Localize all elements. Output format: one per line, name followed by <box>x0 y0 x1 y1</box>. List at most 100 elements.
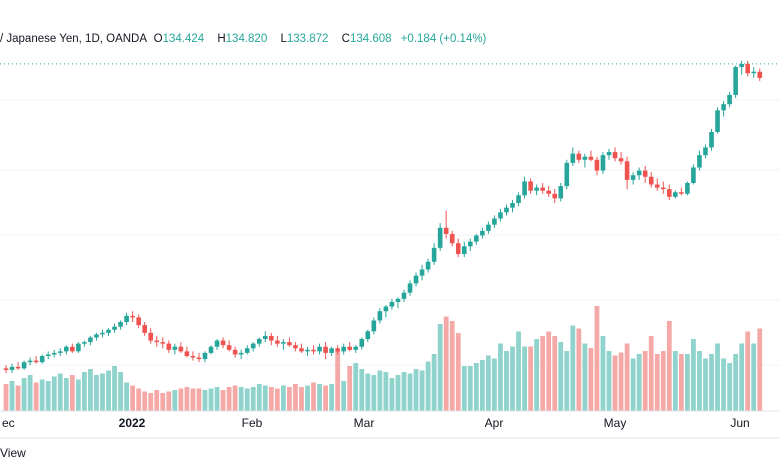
candle-body <box>371 320 377 332</box>
volume-bar <box>522 346 527 411</box>
candle-body <box>461 246 467 255</box>
volume-bar <box>389 378 395 411</box>
candle-body <box>148 332 154 341</box>
open-label: O <box>153 33 163 45</box>
volume-bar <box>220 390 226 411</box>
candle-body <box>594 159 600 171</box>
volume-bar <box>268 387 274 411</box>
volume-bar <box>467 366 473 411</box>
high-label: H <box>217 33 226 45</box>
candles <box>3 60 763 373</box>
volume-bar <box>395 375 401 411</box>
candle-body <box>293 345 298 349</box>
candle-body <box>124 315 129 323</box>
volume-bar <box>648 336 654 411</box>
candle-body <box>311 349 316 352</box>
candle-body <box>262 335 268 340</box>
volume-bar <box>377 370 383 411</box>
volume-bar <box>461 366 467 411</box>
candle-body <box>190 356 196 358</box>
candle-body <box>64 346 69 352</box>
volume-bar <box>672 351 678 411</box>
candle-body <box>335 348 340 352</box>
x-tick-label: Feb <box>242 416 263 430</box>
volume-bar <box>678 354 684 411</box>
volume-bar <box>33 382 39 411</box>
candle-body <box>256 339 262 344</box>
volume-bar <box>654 354 660 411</box>
candle-body <box>250 343 256 349</box>
candle-body <box>582 156 588 160</box>
candle-body <box>522 181 527 196</box>
candle-body <box>383 306 389 312</box>
candle-body <box>184 351 190 356</box>
candle-body <box>443 227 449 234</box>
volume-bar <box>3 384 9 411</box>
candle-body <box>33 360 39 363</box>
candle-body <box>401 292 407 299</box>
volume-bar <box>449 321 455 411</box>
volume-bar <box>341 381 347 411</box>
candle-body <box>317 346 322 352</box>
candle-body <box>136 317 141 326</box>
volume-bar <box>39 379 45 411</box>
volume-bar <box>684 354 690 411</box>
volume-bar <box>293 384 298 411</box>
candle-body <box>51 352 57 355</box>
candle-body <box>606 152 612 156</box>
volume-bar <box>401 372 407 411</box>
candle-body <box>21 362 27 369</box>
candle-body <box>238 352 244 355</box>
candle-body <box>739 64 744 68</box>
volume-bar <box>124 382 129 411</box>
candle-body <box>305 349 310 352</box>
x-tick-label: May <box>604 416 627 430</box>
candle-body <box>697 155 702 168</box>
candle-body <box>504 207 509 213</box>
volume-bar <box>81 372 87 411</box>
volume-bar <box>238 387 244 411</box>
volume-bar <box>274 388 280 411</box>
candle-body <box>323 346 328 353</box>
candle-body <box>600 155 606 171</box>
candle-body <box>70 346 75 352</box>
volume-bar <box>75 379 81 411</box>
candle-body <box>39 356 45 363</box>
footer-text[interactable]: View <box>0 446 26 460</box>
volume-bar <box>407 373 413 411</box>
volume-bar <box>21 378 27 411</box>
candle-body <box>82 342 87 344</box>
candle-body <box>691 167 696 183</box>
volume-bar <box>564 351 570 411</box>
candle-body <box>480 230 485 236</box>
candle-body <box>516 195 521 204</box>
low-value: 133.872 <box>286 33 329 45</box>
volume-bar <box>504 351 509 411</box>
candle-body <box>498 212 503 219</box>
x-tick-label: Apr <box>485 416 504 430</box>
candle-body <box>528 181 533 191</box>
symbol-title: / Japanese Yen, 1D, OANDA <box>0 33 147 45</box>
volume-bar <box>323 385 328 411</box>
volume-bar <box>94 375 99 411</box>
volume-bar <box>329 384 335 411</box>
volume-bar <box>745 331 751 411</box>
grid <box>0 99 780 366</box>
volume-bar <box>232 385 238 411</box>
volume-bar <box>256 384 262 411</box>
volume-bar <box>739 343 745 411</box>
candle-body <box>425 261 431 270</box>
candle-body <box>468 241 473 247</box>
volume-bar <box>588 348 594 411</box>
volume-bar <box>311 382 316 411</box>
volume-bar <box>9 381 15 411</box>
volume-bar <box>142 391 148 411</box>
candle-body <box>733 67 738 95</box>
volume-bar <box>371 375 377 411</box>
candle-body <box>45 354 51 356</box>
candle-body <box>244 348 250 353</box>
volume-bar <box>534 339 540 411</box>
candle-body <box>449 233 455 244</box>
